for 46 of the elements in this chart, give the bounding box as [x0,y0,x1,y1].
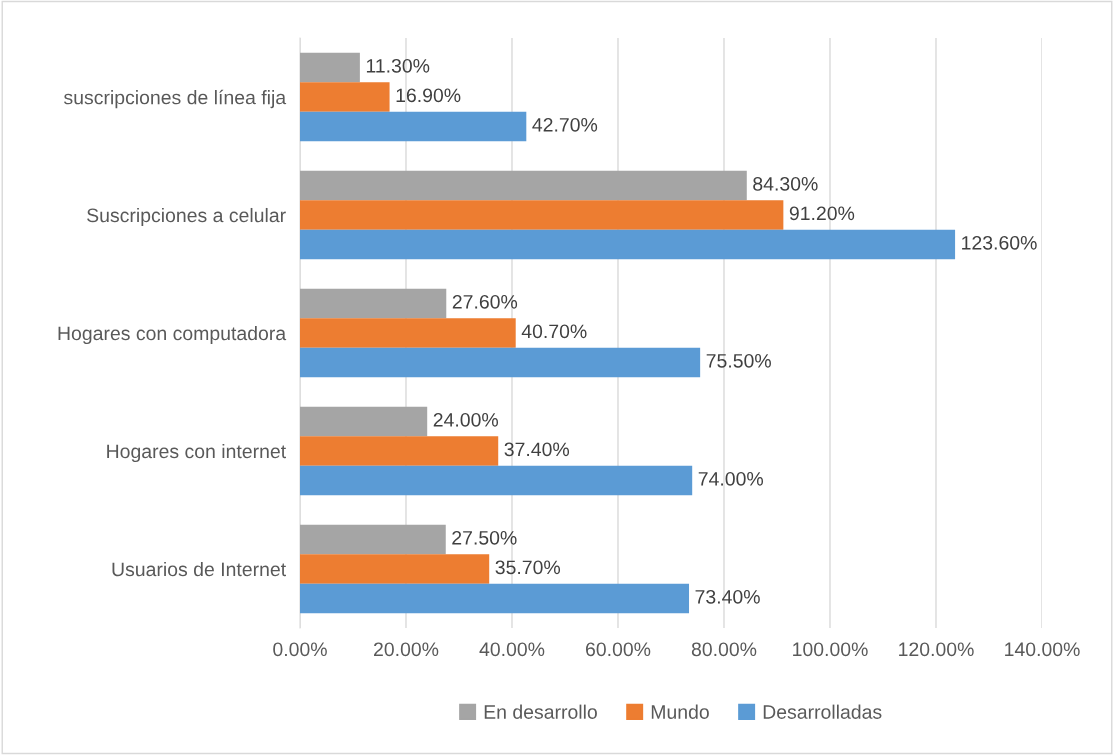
data-label: 42.70% [532,117,598,132]
x-tick-label: 100.00% [793,642,868,657]
data-label: 11.30% [366,58,430,73]
bar [300,436,499,466]
y-tick-label: Suscripciones a celular [87,207,286,227]
bar [300,583,690,614]
legend-label: Mundo [651,704,709,719]
bar [300,347,701,378]
y-tick-label: Hogares con internet [107,443,286,463]
y-tick-label: Hogares con computadora [58,325,287,345]
data-label: 35.70% [495,560,561,575]
data-label: 40.70% [521,324,587,339]
bar [300,406,428,437]
bar [300,82,390,112]
data-label: 16.90% [396,88,461,103]
data-label: 24.00% [433,412,499,427]
x-tick-label: 20.00% [374,642,439,657]
bar [300,288,447,319]
y-tick-label: suscripciones de línea fija [64,89,287,109]
bar [300,170,747,201]
data-label: 123.60% [962,235,1037,250]
x-tick-label: 60.00% [586,642,651,657]
data-label: 84.30% [753,176,818,191]
legend-label: Desarrolladas [763,704,882,719]
y-tick-label: Usuarios de Internet [112,561,286,577]
data-label: 73.40% [695,589,760,604]
bar [300,465,693,496]
bar [300,524,446,555]
x-tick-label: 40.00% [479,642,545,657]
bar [300,229,956,260]
bar [300,554,490,584]
bar [300,111,527,142]
data-label: 37.40% [504,442,570,457]
x-tick-label: 120.00% [899,642,974,657]
data-label: 91.20% [789,206,855,221]
x-tick-label: 140.00% [1005,642,1080,657]
legend-label: En desarrollo [484,704,597,719]
x-tick-label: 80.00% [691,642,757,657]
x-tick-label: 0.00% [273,642,327,657]
bar [300,200,784,230]
bar [300,318,516,348]
data-label: 27.50% [452,530,517,545]
data-label: 27.60% [452,294,518,309]
data-label: 75.50% [706,353,771,368]
data-label: 74.00% [698,471,764,486]
bar [300,52,360,83]
